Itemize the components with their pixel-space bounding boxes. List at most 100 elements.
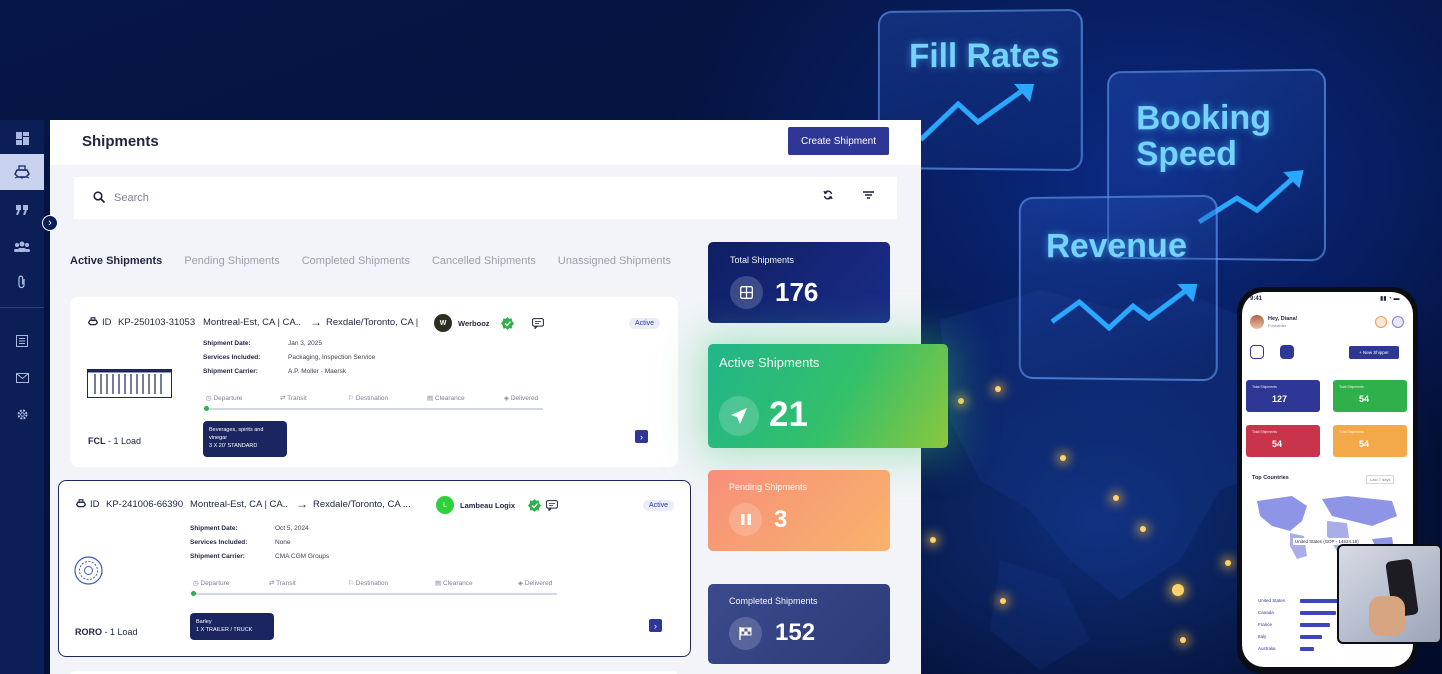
tab-cancelled-shipments[interactable]: Cancelled Shipments: [432, 255, 536, 267]
sidebar-item-quotes[interactable]: [0, 192, 44, 228]
phone-stat-card[interactable]: Total Shipments 54: [1333, 425, 1407, 457]
services-label: Services Included:: [190, 539, 247, 546]
shipment-id-label: ID: [90, 499, 100, 510]
cargo-equipment: 3 X 20' STANDARD: [209, 442, 281, 450]
shipment-id-label: ID: [102, 317, 112, 328]
sidebar: [0, 120, 44, 674]
filter-icon[interactable]: [863, 191, 874, 199]
stat-completed-shipments[interactable]: Completed Shipments 152: [708, 584, 890, 664]
tab-pending-shipments[interactable]: Pending Shipments: [184, 255, 279, 267]
chat-icon[interactable]: [532, 318, 544, 329]
shipment-card[interactable]: ID KP-250103-31053 Montreal-Est, CA | CA…: [70, 297, 678, 467]
chat-icon[interactable]: [546, 500, 558, 511]
stat-label: Active Shipments: [719, 355, 819, 370]
open-shipment-button[interactable]: ›: [635, 430, 648, 443]
city-light: [1180, 637, 1186, 643]
phone-stat-value: 54: [1359, 439, 1369, 449]
services-label: Services Included:: [203, 354, 260, 361]
sidebar-item-documents[interactable]: [0, 264, 44, 300]
cargo-description: Beverages, spirits and: [209, 426, 281, 434]
users-icon: [14, 241, 30, 252]
stat-total-shipments[interactable]: Total Shipments 176: [708, 242, 890, 323]
date-label: Shipment Date:: [203, 340, 251, 347]
country-bar: [1300, 623, 1330, 627]
notification-icon[interactable]: [1375, 316, 1387, 328]
chat-icon[interactable]: [1392, 316, 1404, 328]
load-summary: RORO - 1 Load: [75, 627, 138, 637]
country-label: Italy: [1258, 634, 1266, 639]
tab-completed-shipments[interactable]: Completed Shipments: [302, 255, 410, 267]
step-destination: ⚐ Destination: [348, 579, 388, 587]
container-illustration: [87, 369, 172, 398]
quote-icon: [16, 205, 28, 215]
nav-grid-icon[interactable]: [1280, 345, 1294, 359]
new-shipper-button[interactable]: + New Shipper: [1349, 346, 1399, 359]
cargo-info: Beverages, spirits and vinegar 3 X 20' S…: [203, 421, 287, 457]
load-summary: FCL - 1 Load: [88, 436, 141, 446]
verified-badge-icon: [528, 499, 541, 512]
list-icon: [16, 335, 28, 347]
phone-stat-card[interactable]: Total Shipments 54: [1333, 380, 1407, 412]
phone-stat-label: Total Shipments: [1339, 385, 1364, 389]
phone-stat-label: Total Shipments: [1252, 385, 1277, 389]
country-bar: [1300, 611, 1336, 615]
tab-unassigned-shipments[interactable]: Unassigned Shipments: [558, 255, 671, 267]
shipment-carrier: A.P. Moller - Maersk: [288, 368, 346, 375]
cargo-info: Barley 1 X TRAILER / TRUCK: [190, 613, 274, 640]
step-destination: ⚐ Destination: [348, 394, 388, 402]
services-included: None: [275, 539, 291, 546]
refresh-icon[interactable]: [823, 190, 833, 200]
step-departure: ◷ Departure: [206, 394, 242, 402]
phone-stat-card[interactable]: Total Shipments 54: [1246, 425, 1320, 457]
phone-status-icons: ▮▮ ◔ ▬: [1380, 295, 1400, 302]
checkered-flag-icon: [729, 617, 762, 650]
company-name: Werbooz: [458, 319, 490, 328]
sidebar-divider: [0, 307, 44, 308]
date-range-select[interactable]: Last 7 days: [1366, 475, 1394, 484]
paperclip-icon: [17, 275, 27, 289]
stat-value: 152: [775, 619, 815, 647]
origin: Montreal-Est, CA | CA...: [190, 499, 287, 510]
sidebar-item-contacts[interactable]: [0, 228, 44, 264]
send-icon: [719, 396, 759, 436]
sidebar-item-dashboard[interactable]: [0, 120, 44, 156]
city-light: [1060, 455, 1066, 461]
page-header: Shipments Create Shipment: [50, 120, 921, 165]
stat-label: Completed Shipments: [729, 596, 818, 606]
cargo-equipment: 1 X TRAILER / TRUCK: [196, 626, 268, 634]
stat-active-shipments[interactable]: Active Shipments 21: [708, 344, 948, 448]
fill-rates-label: Fill Rates: [909, 37, 1060, 74]
country-label: France: [1258, 622, 1272, 627]
services-included: Packaging, Inspection Service: [288, 354, 375, 361]
search-input[interactable]: Search shipments: [114, 192, 174, 204]
dashboard-icon: [16, 132, 29, 145]
date-label: Shipment Date:: [190, 525, 238, 532]
tab-active-shipments[interactable]: Active Shipments: [70, 255, 162, 267]
gear-icon: [16, 408, 29, 421]
city-light: [1172, 584, 1184, 596]
nav-home-icon[interactable]: [1250, 345, 1264, 359]
shipment-date: Jan 3, 2025: [288, 340, 322, 347]
destination: Rexdale/Toronto, CA ...: [313, 499, 411, 510]
ship-icon: [88, 317, 98, 326]
sidebar-toggle-button[interactable]: ›: [42, 215, 58, 231]
phone-stat-card[interactable]: Total Shipments 127: [1246, 380, 1320, 412]
progress-dot: [204, 406, 209, 411]
shipment-id: KP-250103-31053: [118, 317, 195, 328]
open-shipment-button[interactable]: ›: [649, 619, 662, 632]
sidebar-item-settings[interactable]: [0, 396, 44, 432]
progress-track: [208, 408, 543, 410]
pause-icon: [729, 503, 762, 536]
revenue-label: Revenue: [1046, 227, 1187, 264]
verified-badge-icon: [501, 317, 514, 330]
sidebar-item-reports[interactable]: [0, 323, 44, 359]
sidebar-item-messages[interactable]: [0, 360, 44, 396]
phone-stat-value: 127: [1272, 394, 1287, 404]
shipment-card[interactable]: ID KP-241006-66390 Montreal-Est, CA | CA…: [58, 480, 691, 657]
company-avatar: L: [436, 496, 454, 514]
phone-time: 9:41: [1250, 296, 1262, 302]
trend-up-icon: [919, 82, 1038, 142]
create-shipment-button[interactable]: Create Shipment: [788, 127, 889, 155]
stat-pending-shipments[interactable]: Pending Shipments 3: [708, 470, 890, 551]
sidebar-item-shipments[interactable]: [0, 154, 44, 190]
